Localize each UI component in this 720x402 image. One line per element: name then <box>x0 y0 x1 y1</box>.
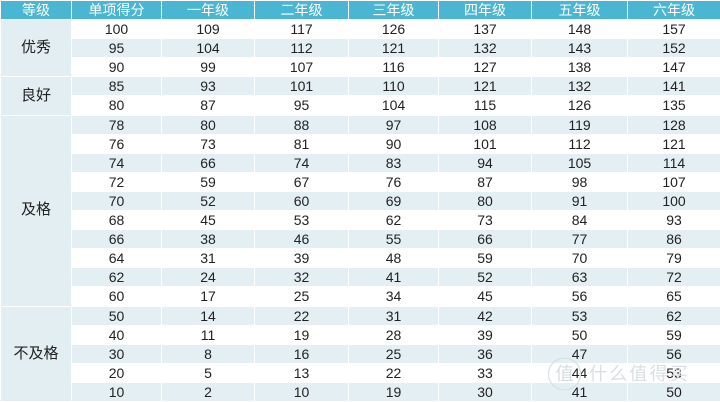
svg-text:值: 值 <box>556 364 574 384</box>
svg-text:什么值得买: 什么值得买 <box>589 364 690 384</box>
